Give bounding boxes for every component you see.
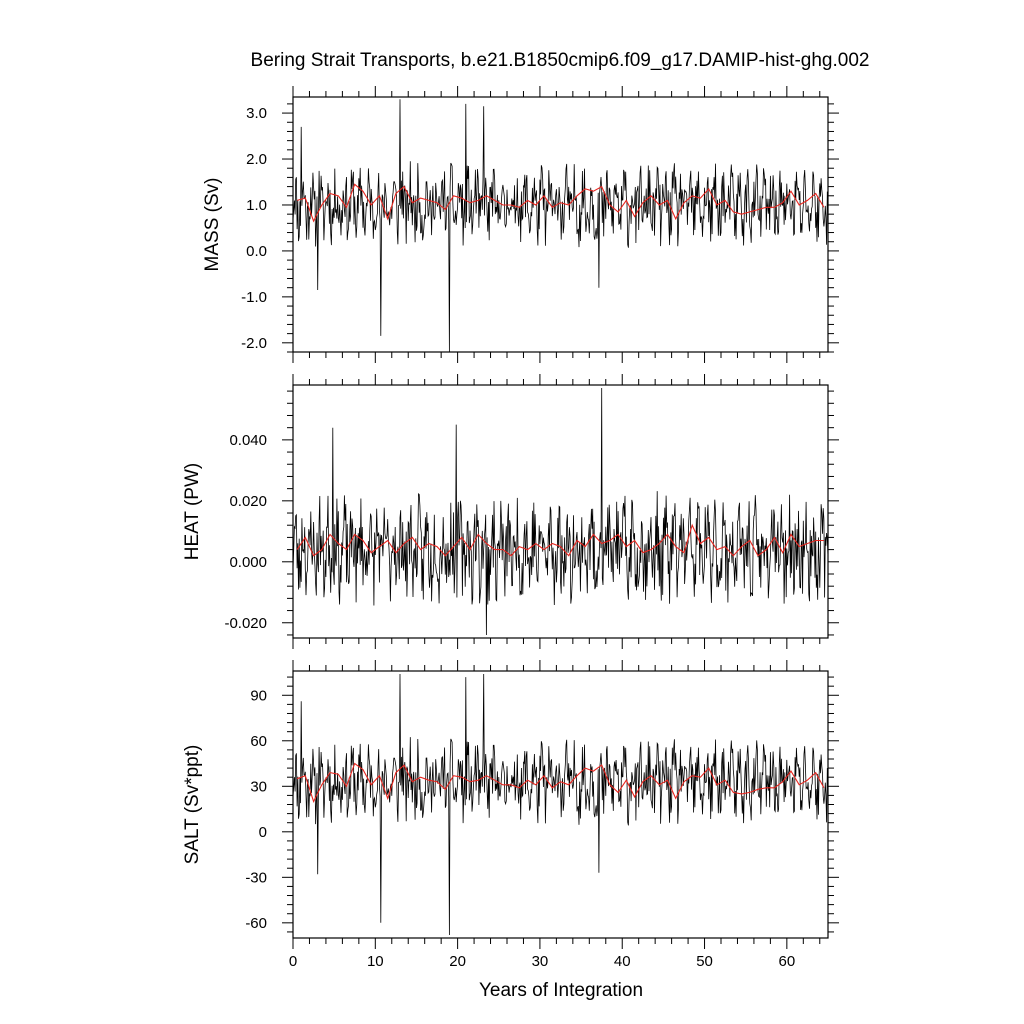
series-monthly-heat <box>293 387 828 636</box>
x-tick-label: 0 <box>289 953 297 970</box>
x-tick-label: 50 <box>696 953 713 970</box>
x-tick-label: 20 <box>449 953 466 970</box>
y-tick-label: -1.0 <box>241 289 267 306</box>
plot-frame <box>292 384 829 639</box>
y-tick-label: 0.040 <box>229 432 267 449</box>
y-axis-label-salt: SALT (Sv*ppt) <box>182 745 203 865</box>
series-annual-heat <box>296 523 824 557</box>
series-annual-mass <box>296 183 825 223</box>
y-tick-label: 0.020 <box>229 493 267 510</box>
y-tick-label: -30 <box>245 869 267 886</box>
chart-title: Bering Strait Transports, b.e21.B1850cmi… <box>251 50 870 71</box>
y-tick-label: 0.000 <box>229 554 267 571</box>
y-tick-label: 30 <box>250 778 267 795</box>
panel-salt: -60 -30 0 30 60 90 0 10 20 30 40 50 60 SALT (Sv*ppt) <box>182 660 839 970</box>
y-tick-label: 1.0 <box>246 197 267 214</box>
y-tick-label: 0 <box>259 824 267 841</box>
y-tick-label: -60 <box>245 915 267 932</box>
x-axis-label: Years of Integration <box>479 980 643 1001</box>
series-monthly-mass <box>293 99 828 352</box>
x-tick-label: 60 <box>779 953 796 970</box>
panel-heat: -0.020 0.000 0.020 0.040 HEAT (PW) <box>182 374 839 649</box>
y-tick-label: 3.0 <box>246 105 267 122</box>
y-tick-label: 90 <box>250 687 267 704</box>
plot-frame <box>292 96 829 353</box>
series-annual-salt <box>296 762 825 803</box>
x-tick-label: 40 <box>614 953 631 970</box>
x-tick-label: 30 <box>532 953 549 970</box>
y-tick-label: 2.0 <box>246 151 267 168</box>
y-tick-label: -2.0 <box>241 335 267 352</box>
y-tick-label: 60 <box>250 733 267 750</box>
y-axis-label-mass: MASS (Sv) <box>202 178 223 272</box>
y-tick-label: 0.0 <box>246 243 267 260</box>
x-tick-label: 10 <box>367 953 384 970</box>
y-tick-label: -0.020 <box>224 615 267 632</box>
panel-mass: -2.0 -1.0 0.0 1.0 2.0 3.0 MASS (Sv) <box>202 86 839 363</box>
chart-panels: -2.0 -1.0 0.0 1.0 2.0 3.0 MASS (Sv) -0.020 0.000… <box>182 86 839 970</box>
series-monthly-salt <box>293 673 828 936</box>
y-axis-label-heat: HEAT (PW) <box>182 463 203 560</box>
